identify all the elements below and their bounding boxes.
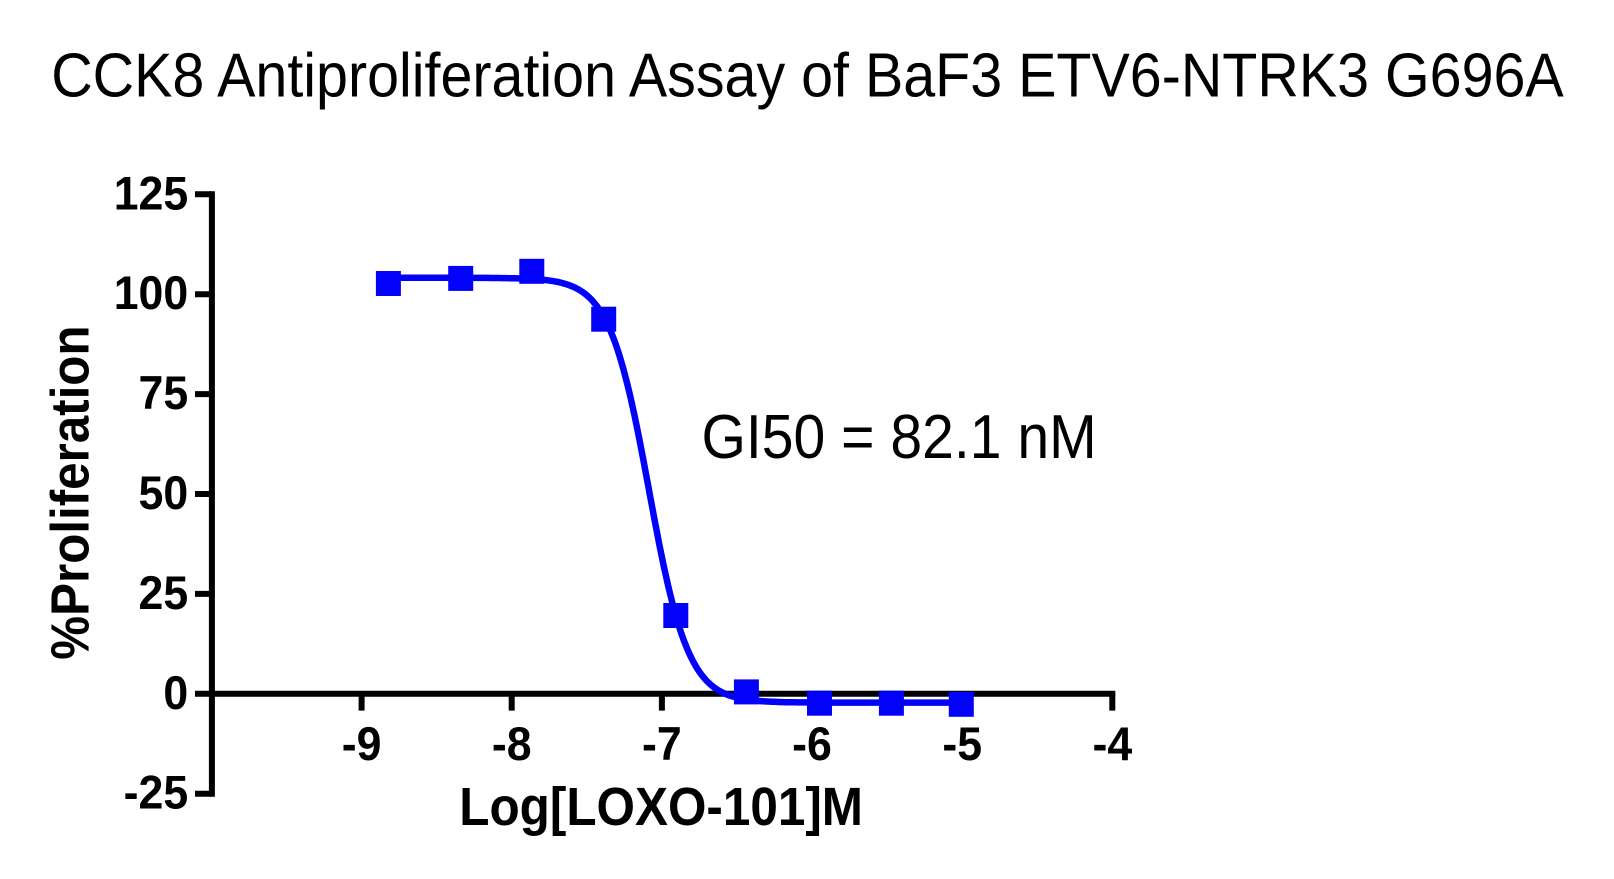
svg-text:-4: -4 xyxy=(1092,717,1132,771)
svg-text:0: 0 xyxy=(163,666,188,720)
svg-text:-25: -25 xyxy=(124,765,189,819)
svg-text:CCK8 Antiproliferation Assay o: CCK8 Antiproliferation Assay of BaF3 ETV… xyxy=(51,41,1564,111)
svg-text:100: 100 xyxy=(114,266,188,320)
svg-text:-6: -6 xyxy=(792,717,832,771)
svg-text:25: 25 xyxy=(139,566,189,620)
svg-text:-5: -5 xyxy=(942,717,982,771)
svg-text:125: 125 xyxy=(114,166,188,220)
svg-text:-9: -9 xyxy=(342,717,382,771)
svg-text:%Proliferation: %Proliferation xyxy=(39,325,99,659)
svg-text:GI50 = 82.1 nM: GI50 = 82.1 nM xyxy=(702,402,1097,472)
svg-text:75: 75 xyxy=(139,366,189,420)
svg-text:-8: -8 xyxy=(492,717,532,771)
svg-text:Log[LOXO-101]M: Log[LOXO-101]M xyxy=(459,776,863,836)
svg-text:50: 50 xyxy=(139,466,189,520)
svg-text:-7: -7 xyxy=(642,717,682,771)
